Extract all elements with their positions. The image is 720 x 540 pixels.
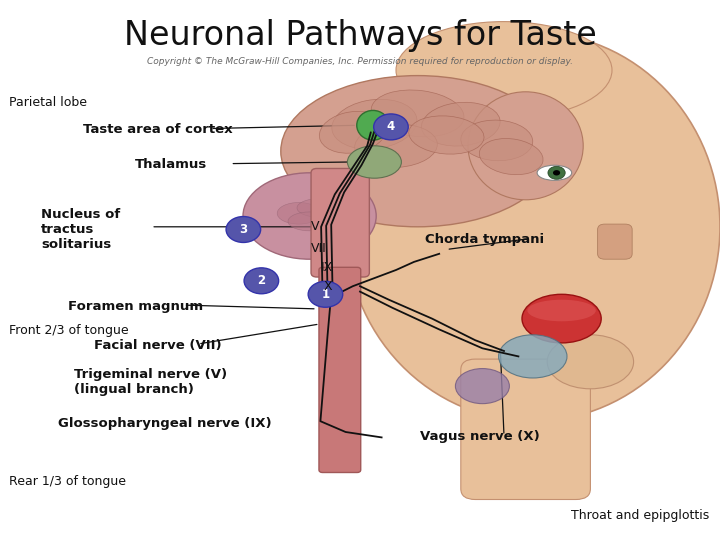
Ellipse shape [480, 139, 543, 174]
Ellipse shape [281, 76, 554, 227]
FancyBboxPatch shape [311, 168, 369, 277]
Ellipse shape [461, 120, 533, 161]
Text: IX: IX [320, 261, 333, 274]
Text: Rear 1/3 of tongue: Rear 1/3 of tongue [9, 475, 126, 488]
Text: 4: 4 [387, 120, 395, 133]
Ellipse shape [396, 22, 612, 119]
Ellipse shape [332, 99, 417, 149]
Text: Neuronal Pathways for Taste: Neuronal Pathways for Taste [124, 19, 596, 52]
Ellipse shape [522, 294, 601, 343]
Ellipse shape [355, 124, 437, 167]
Text: Taste area of cortex: Taste area of cortex [83, 123, 233, 136]
Text: Trigeminal nerve (V)
(lingual branch): Trigeminal nerve (V) (lingual branch) [74, 368, 228, 396]
Circle shape [553, 170, 560, 176]
Ellipse shape [547, 335, 634, 389]
Text: Copyright © The McGraw-Hill Companies, Inc. Permission required for reproduction: Copyright © The McGraw-Hill Companies, I… [147, 57, 573, 66]
FancyBboxPatch shape [598, 224, 632, 259]
FancyBboxPatch shape [319, 267, 361, 472]
Text: Front 2/3 of tongue: Front 2/3 of tongue [9, 324, 128, 337]
Text: Foramen magnum: Foramen magnum [68, 300, 204, 313]
Text: Nucleus of
tractus
solitarius: Nucleus of tractus solitarius [41, 208, 120, 251]
Ellipse shape [357, 110, 390, 140]
Text: VII: VII [311, 242, 327, 255]
Text: Glossopharyngeal nerve (IX): Glossopharyngeal nerve (IX) [58, 417, 271, 430]
Text: 3: 3 [239, 223, 248, 236]
Text: Facial nerve (VII): Facial nerve (VII) [94, 339, 221, 352]
Ellipse shape [409, 116, 484, 154]
Ellipse shape [277, 202, 320, 224]
Circle shape [226, 217, 261, 242]
Ellipse shape [527, 300, 596, 321]
Text: X: X [324, 280, 333, 293]
Text: Vagus nerve (X): Vagus nerve (X) [420, 430, 539, 443]
Text: Throat and epipglottis: Throat and epipglottis [571, 509, 709, 522]
Ellipse shape [311, 210, 351, 227]
Circle shape [244, 268, 279, 294]
Ellipse shape [288, 212, 331, 231]
Text: 1: 1 [321, 288, 330, 301]
Ellipse shape [537, 165, 572, 180]
Ellipse shape [498, 335, 567, 378]
Ellipse shape [243, 173, 377, 259]
Ellipse shape [297, 198, 344, 217]
Text: Chorda tympani: Chorda tympani [425, 233, 544, 246]
Ellipse shape [346, 32, 720, 421]
Ellipse shape [421, 102, 500, 146]
Ellipse shape [468, 92, 583, 200]
Circle shape [548, 166, 565, 179]
Circle shape [308, 281, 343, 307]
Text: Parietal lobe: Parietal lobe [9, 96, 86, 109]
Ellipse shape [456, 368, 510, 404]
Ellipse shape [348, 146, 402, 178]
Text: Thalamus: Thalamus [135, 158, 207, 171]
Ellipse shape [372, 90, 464, 137]
Text: V: V [311, 220, 320, 233]
Ellipse shape [323, 201, 362, 222]
Text: 2: 2 [257, 274, 266, 287]
Circle shape [374, 114, 408, 140]
Ellipse shape [320, 111, 386, 153]
FancyBboxPatch shape [461, 359, 590, 500]
